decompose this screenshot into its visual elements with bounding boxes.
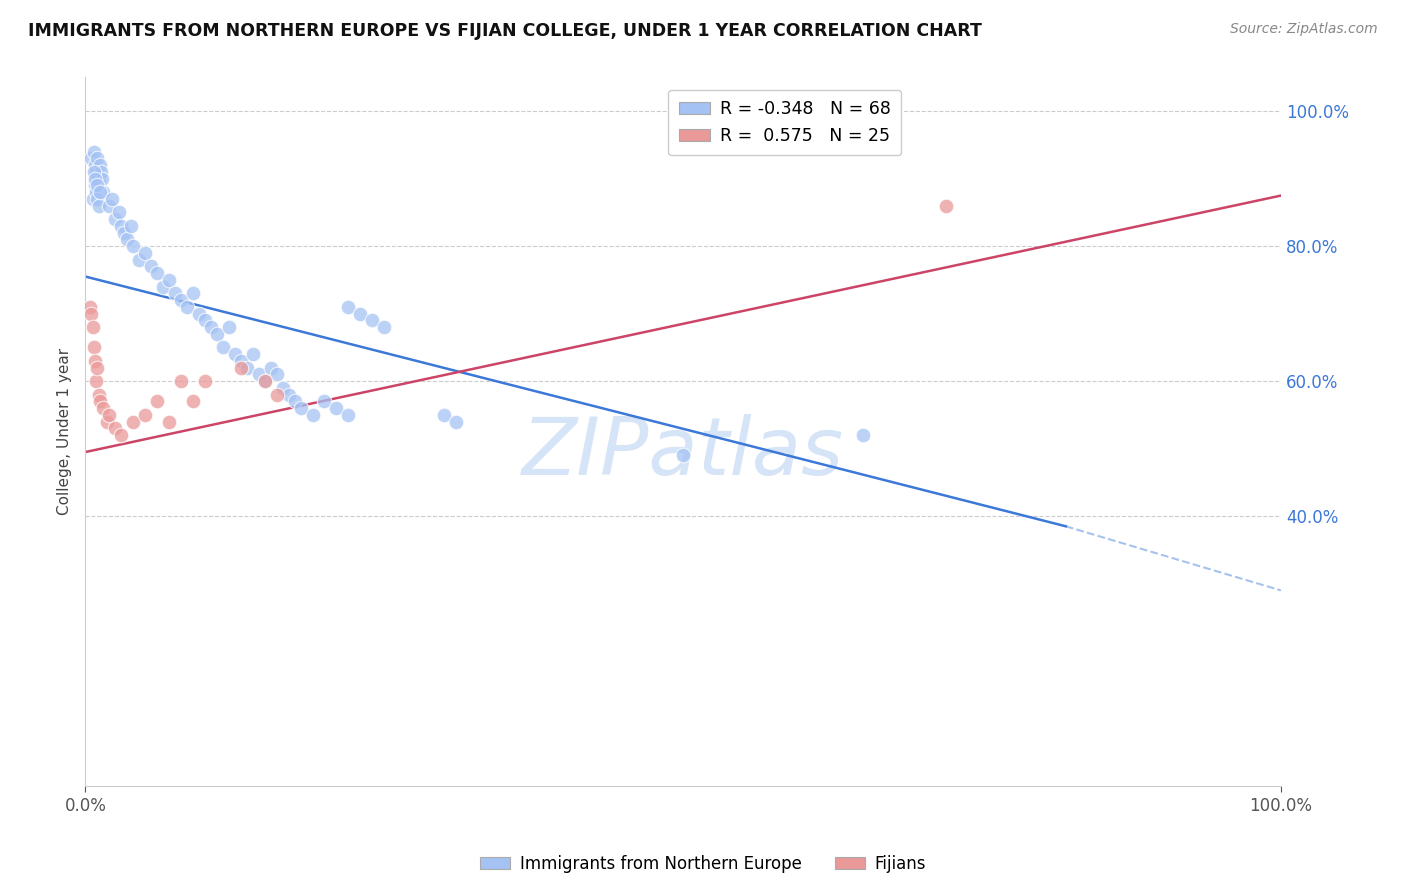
- Point: [433, 408, 456, 422]
- Point: [104, 212, 127, 227]
- Point: [122, 415, 145, 429]
- Point: [110, 428, 132, 442]
- Point: [84, 158, 107, 172]
- Point: [218, 320, 240, 334]
- Point: [337, 300, 360, 314]
- Point: [157, 273, 180, 287]
- Point: [176, 300, 198, 314]
- Legend: R = -0.348   N = 68, R =  0.575   N = 25: R = -0.348 N = 68, R = 0.575 N = 25: [668, 90, 901, 155]
- Point: [146, 394, 169, 409]
- Point: [134, 246, 156, 260]
- Point: [157, 415, 180, 429]
- Point: [84, 165, 107, 179]
- Point: [87, 171, 110, 186]
- Point: [86, 178, 108, 193]
- Point: [200, 320, 222, 334]
- Point: [84, 178, 107, 193]
- Y-axis label: College, Under 1 year: College, Under 1 year: [58, 348, 72, 516]
- Point: [108, 205, 131, 219]
- Point: [100, 192, 122, 206]
- Point: [253, 374, 276, 388]
- Point: [146, 266, 169, 280]
- Point: [83, 340, 105, 354]
- Point: [170, 374, 193, 388]
- Point: [266, 387, 288, 401]
- Point: [361, 313, 384, 327]
- Point: [181, 286, 204, 301]
- Point: [80, 307, 103, 321]
- Point: [247, 368, 270, 382]
- Point: [290, 401, 312, 416]
- Text: ZIPatlas: ZIPatlas: [522, 414, 844, 492]
- Point: [194, 374, 217, 388]
- Point: [82, 192, 104, 206]
- Point: [242, 347, 264, 361]
- Point: [325, 401, 347, 416]
- Point: [87, 387, 110, 401]
- Point: [84, 374, 107, 388]
- Point: [271, 381, 294, 395]
- Point: [80, 152, 103, 166]
- Point: [260, 360, 283, 375]
- Point: [91, 185, 114, 199]
- Point: [89, 394, 111, 409]
- Point: [89, 158, 111, 172]
- Point: [935, 199, 957, 213]
- Point: [91, 171, 114, 186]
- Point: [83, 165, 105, 179]
- Point: [79, 300, 101, 314]
- Point: [83, 145, 105, 159]
- Point: [205, 326, 228, 341]
- Point: [229, 360, 252, 375]
- Point: [115, 232, 138, 246]
- Legend: Immigrants from Northern Europe, Fijians: Immigrants from Northern Europe, Fijians: [472, 848, 934, 880]
- Point: [188, 307, 211, 321]
- Point: [337, 408, 360, 422]
- Text: Source: ZipAtlas.com: Source: ZipAtlas.com: [1230, 22, 1378, 37]
- Point: [104, 421, 127, 435]
- Point: [229, 354, 252, 368]
- Point: [128, 252, 150, 267]
- Point: [349, 307, 371, 321]
- Point: [314, 394, 336, 409]
- Point: [91, 401, 114, 416]
- Point: [82, 320, 104, 334]
- Point: [96, 415, 118, 429]
- Point: [301, 408, 323, 422]
- Point: [170, 293, 193, 308]
- Point: [851, 428, 873, 442]
- Point: [236, 360, 259, 375]
- Text: IMMIGRANTS FROM NORTHERN EUROPE VS FIJIAN COLLEGE, UNDER 1 YEAR CORRELATION CHAR: IMMIGRANTS FROM NORTHERN EUROPE VS FIJIA…: [28, 22, 981, 40]
- Point: [212, 340, 235, 354]
- Point: [84, 354, 107, 368]
- Point: [224, 347, 246, 361]
- Point: [152, 279, 174, 293]
- Point: [122, 239, 145, 253]
- Point: [112, 226, 135, 240]
- Point: [672, 449, 695, 463]
- Point: [84, 171, 107, 186]
- Point: [84, 185, 107, 199]
- Point: [90, 165, 112, 179]
- Point: [110, 219, 132, 233]
- Point: [98, 408, 121, 422]
- Point: [98, 199, 121, 213]
- Point: [163, 286, 186, 301]
- Point: [139, 260, 162, 274]
- Point: [253, 374, 276, 388]
- Point: [194, 313, 217, 327]
- Point: [277, 387, 299, 401]
- Point: [86, 360, 108, 375]
- Point: [134, 408, 156, 422]
- Point: [266, 368, 288, 382]
- Point: [181, 394, 204, 409]
- Point: [87, 199, 110, 213]
- Point: [120, 219, 142, 233]
- Point: [444, 415, 467, 429]
- Point: [284, 394, 307, 409]
- Point: [373, 320, 395, 334]
- Point: [86, 192, 108, 206]
- Point: [86, 152, 108, 166]
- Point: [89, 185, 111, 199]
